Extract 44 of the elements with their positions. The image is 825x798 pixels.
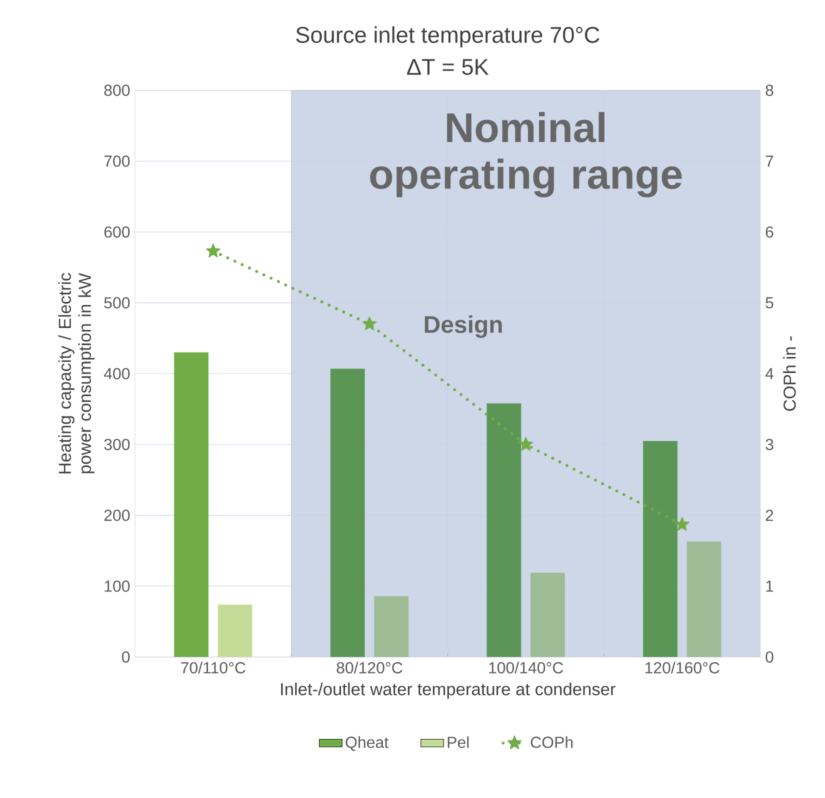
y2-tick-label: 4 (765, 368, 774, 380)
bar (686, 542, 722, 657)
point (674, 516, 690, 531)
y-axis-title: Heating capacity / Electric power consumption in kW (58, 272, 94, 474)
y2-tick-label: 6 (766, 226, 774, 238)
annotation: Design (424, 315, 502, 338)
y-tick-label: 400 (104, 368, 130, 380)
y-tick-label: 500 (104, 297, 130, 308)
legend-label: Qheat (346, 736, 388, 751)
x-tick-label: 80/120°C (336, 662, 402, 674)
chart-title: Source inlet temperature 70°C (296, 26, 600, 48)
x-tick-label: 70/110°C (181, 662, 246, 674)
bar (486, 403, 522, 657)
chart-subtitle: ΔT = 5K (407, 59, 489, 75)
y-tick-label: 300 (104, 438, 130, 450)
y2-tick-label: 2 (766, 510, 774, 521)
y2-tick-label: 5 (766, 297, 774, 308)
y2-tick-label: 3 (766, 438, 774, 450)
y2-tick-label: 7 (766, 156, 774, 167)
legend-label: COPh (530, 736, 573, 748)
x-axis-title: Inlet-/outlet water temperature at condenser (281, 682, 616, 699)
y2-axis-title: COPh in - (783, 336, 796, 411)
point (362, 316, 377, 330)
y2-tick-label: 8 (766, 84, 774, 96)
bar (530, 572, 565, 657)
y-tick-label: 700 (104, 155, 130, 167)
bar (174, 352, 208, 657)
legend-label: Pel (448, 736, 469, 748)
bar (218, 604, 252, 657)
band-label: Nominal operating range (370, 112, 682, 198)
y-tick-label: 800 (104, 84, 130, 96)
bar (374, 596, 409, 657)
y2-tick-label: 1 (766, 580, 774, 592)
point (206, 243, 220, 258)
bar (643, 440, 678, 657)
y-tick-label: 200 (104, 510, 130, 521)
y-tick-label: 0 (122, 651, 130, 663)
x-tick-label: 100/140°C (489, 662, 564, 674)
y-tick-label: 600 (104, 226, 130, 238)
y2-tick-label: 0 (766, 651, 774, 663)
x-tick-label: 120/160°C (645, 662, 720, 674)
point (518, 436, 534, 451)
bar (330, 368, 365, 657)
y-tick-label: 100 (104, 580, 130, 592)
